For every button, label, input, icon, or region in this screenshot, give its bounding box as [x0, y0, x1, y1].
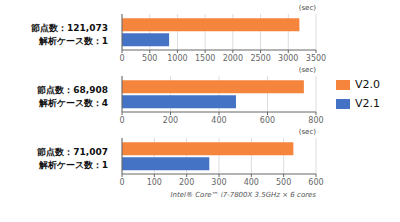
- svg-text:1000: 1000: [167, 54, 187, 63]
- html-text:節点数：68,908: 節点数：68,908: [37, 85, 108, 95]
- svg-text:400: 400: [211, 116, 226, 125]
- html-text:節点数：71,007: 節点数：71,007: [37, 147, 108, 157]
- svg-text:500: 500: [142, 54, 157, 63]
- svg-text:200: 200: [179, 178, 194, 187]
- svg-text:100: 100: [147, 178, 162, 187]
- svg-text:800: 800: [308, 116, 323, 125]
- svg-text:2500: 2500: [250, 54, 270, 63]
- svg-text:0: 0: [119, 178, 124, 187]
- svg-text:3000: 3000: [278, 54, 298, 63]
- html-text:(sec): (sec): [298, 66, 316, 74]
- html-text:V2.1: V2.1: [355, 97, 380, 110]
- html-text:(sec): (sec): [298, 4, 316, 12]
- svg-text:0: 0: [119, 116, 124, 125]
- svg-text:400: 400: [244, 178, 259, 187]
- svg-text:500: 500: [276, 178, 291, 187]
- svg-text:1500: 1500: [195, 54, 215, 63]
- svg-text:0: 0: [119, 54, 124, 63]
- html-text:(sec): (sec): [298, 128, 316, 136]
- svg-text:300: 300: [211, 178, 226, 187]
- svg-text:600: 600: [308, 178, 323, 187]
- svg-text:2000: 2000: [223, 54, 243, 63]
- html-text:節点数：121,073: 節点数：121,073: [31, 23, 108, 33]
- html-text:V2.0: V2.0: [355, 78, 380, 91]
- html-text:解析ケース数：4: 解析ケース数：4: [38, 98, 108, 108]
- svg-text:600: 600: [260, 116, 275, 125]
- svg-text:200: 200: [163, 116, 178, 125]
- svg-text:3500: 3500: [306, 54, 326, 63]
- html-text:Intel® Core™ i7-7800X 3.5GHz ×: Intel® Core™ i7-7800X 3.5GHz × 6 cores: [170, 191, 316, 199]
- html-text:解析ケース数：1: 解析ケース数：1: [38, 160, 108, 170]
- html-text:解析ケース数：1: 解析ケース数：1: [38, 36, 108, 46]
